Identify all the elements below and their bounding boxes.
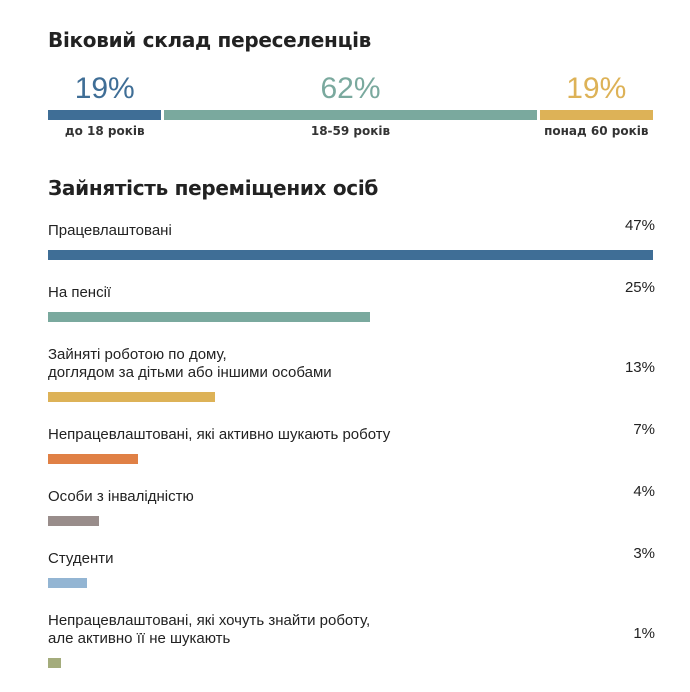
employment-row: На пенсії 25% [48, 279, 655, 322]
age-category-label: до 18 років [64, 124, 145, 138]
age-category-label: 18-59 років [310, 124, 391, 138]
employment-value-label: 3% [633, 545, 655, 562]
age-stacked-bar: 19% до 18 років 62% 18-59 років 19% понад 60 … [48, 72, 653, 142]
employment-category-label: Працевлаштовані [48, 222, 172, 239]
employment-row: Студенти 3% [48, 545, 655, 588]
employment-bar [48, 658, 61, 668]
employment-bar-list: Працевлаштовані 47% На пенсії 25% Зайняті ро… [48, 217, 655, 692]
employment-value-label: 25% [624, 279, 655, 296]
employment-row: Зайняті роботою по дому, доглядом за діт… [48, 346, 655, 402]
age-category-label: понад 60 років [544, 124, 649, 138]
employment-category-label: Особи з інвалідністю [48, 488, 194, 505]
age-bar [48, 110, 162, 120]
employment-row: Працевлаштовані 47% [48, 217, 655, 260]
age-percent-label: 19% [566, 72, 627, 105]
age-bar [164, 110, 537, 120]
age-chart-title: Віковий склад переселенців [48, 28, 372, 52]
employment-value-label: 4% [633, 483, 655, 500]
age-segment: 19% понад 60 років [539, 72, 653, 142]
employment-row: Непрацевлаштовані, які активно шукають р… [48, 421, 655, 464]
employment-value-label: 13% [624, 359, 655, 376]
employment-bar [48, 516, 100, 526]
employment-value-label: 7% [633, 421, 655, 438]
employment-value-label: 1% [633, 625, 655, 642]
employment-value-label: 47% [624, 217, 655, 234]
employment-bar [48, 250, 653, 260]
employment-bar [48, 454, 139, 464]
employment-bar [48, 578, 87, 588]
employment-chart-title: Зайнятість переміщених осіб [48, 176, 379, 200]
employment-category-label: Зайняті роботою по дому, доглядом за діт… [48, 346, 332, 381]
age-segment: 62% 18-59 років [164, 72, 537, 142]
employment-category-label: Студенти [48, 550, 114, 567]
employment-bar [48, 312, 370, 322]
age-percent-label: 62% [320, 72, 381, 105]
age-segment: 19% до 18 років [48, 72, 162, 142]
age-bar [539, 110, 653, 120]
employment-category-label: Непрацевлаштовані, які активно шукають р… [48, 426, 391, 443]
employment-row: Особи з інвалідністю 4% [48, 483, 655, 526]
age-percent-label: 19% [74, 72, 135, 105]
employment-category-label: Непрацевлаштовані, які хочуть знайти роб… [48, 612, 371, 647]
employment-bar [48, 392, 216, 402]
employment-category-label: На пенсії [48, 284, 112, 301]
employment-row: Непрацевлаштовані, які хочуть знайти роб… [48, 612, 655, 668]
